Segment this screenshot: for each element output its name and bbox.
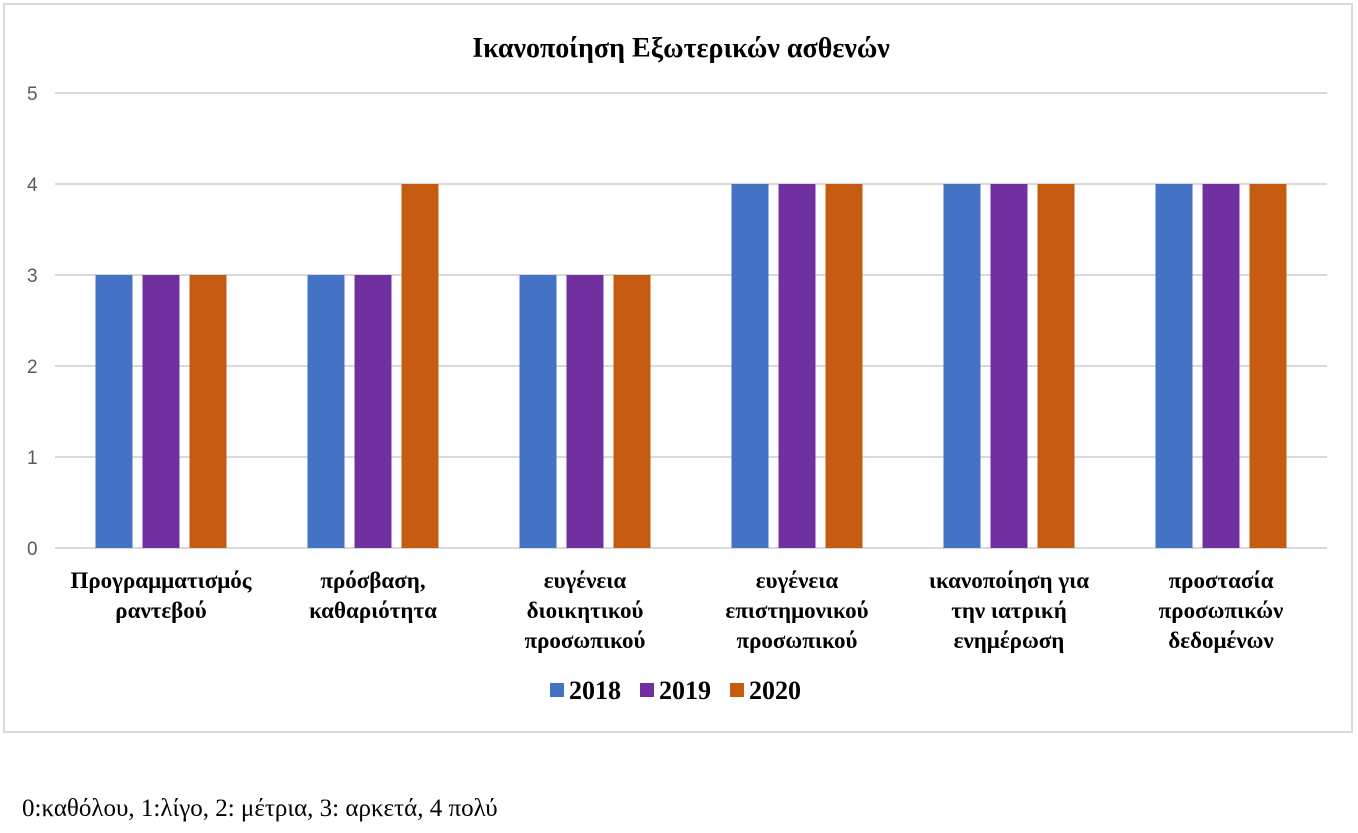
bar-2018-cat-5	[943, 184, 981, 548]
bar-chart: Ικανοποίηση Εξωτερικών ασθενών 0 1 2 3 4 5 Πρ…	[27, 33, 1327, 705]
bar-2020-cat-5	[1037, 184, 1075, 548]
x-label-cat-2: πρόσβαση, καθαριότητα	[309, 568, 437, 623]
bar-2020-cat-4	[825, 184, 863, 548]
y-tick-label-2: 2	[27, 357, 38, 378]
bar-2018-cat-4	[731, 184, 769, 548]
bar-2018-cat-3	[519, 275, 557, 548]
bar-2019-cat-2	[354, 275, 392, 548]
bar-2018-cat-2	[307, 275, 345, 548]
bar-2019-cat-1	[142, 275, 180, 548]
legend-swatch-2020	[730, 683, 744, 697]
y-axis-ticks: 0 1 2 3 4 5	[27, 84, 38, 560]
x-axis-labels: Προγραμματισμός ραντεβού πρόσβαση, καθαριότ…	[70, 568, 1283, 653]
y-tick-label-3: 3	[27, 266, 38, 287]
legend: 2018 2019 2020	[550, 676, 801, 705]
y-tick-label-5: 5	[27, 84, 38, 105]
x-label-cat-4: ευγένεια επιστημονικού προσωπικού	[725, 568, 868, 653]
gridlines	[55, 92, 1327, 549]
bar-2020-cat-1	[189, 275, 227, 548]
legend-swatch-2018	[550, 683, 564, 697]
x-label-cat-3: ευγένεια διοικητικού προσωπικού	[524, 568, 645, 653]
bar-2019-cat-5	[990, 184, 1028, 548]
chart-title: Ικανοποίηση Εξωτερικών ασθενών	[472, 33, 890, 64]
x-label-cat-1: Προγραμματισμός ραντεβού	[70, 568, 251, 623]
bar-2019-cat-4	[778, 184, 816, 548]
bar-2018-cat-1	[95, 275, 133, 548]
legend-swatch-2019	[640, 683, 654, 697]
x-label-cat-5: ικανοποίηση για την ιατρική ενημέρωση	[929, 568, 1089, 653]
legend-label-2020: 2020	[749, 676, 801, 705]
bar-2020-cat-3	[613, 275, 651, 548]
bar-2018-cat-6	[1155, 184, 1193, 548]
y-tick-label-0: 0	[27, 539, 38, 560]
y-tick-label-4: 4	[27, 175, 38, 196]
legend-label-2018: 2018	[569, 676, 621, 705]
chart-frame: Ικανοποίηση Εξωτερικών ασθενών 0 1 2 3 4 5 Πρ…	[3, 3, 1353, 733]
scale-footnote: 0:καθόλου, 1:λίγο, 2: μέτρια, 3: αρκετά,…	[22, 795, 498, 822]
bar-2019-cat-3	[566, 275, 604, 548]
x-label-cat-6: προστασία προσωπικών δεδομένων	[1159, 568, 1284, 653]
bars	[95, 184, 1287, 548]
bar-2019-cat-6	[1202, 184, 1240, 548]
bar-2020-cat-2	[401, 184, 439, 548]
legend-label-2019: 2019	[659, 676, 711, 705]
bar-2020-cat-6	[1249, 184, 1287, 548]
y-tick-label-1: 1	[27, 448, 38, 469]
